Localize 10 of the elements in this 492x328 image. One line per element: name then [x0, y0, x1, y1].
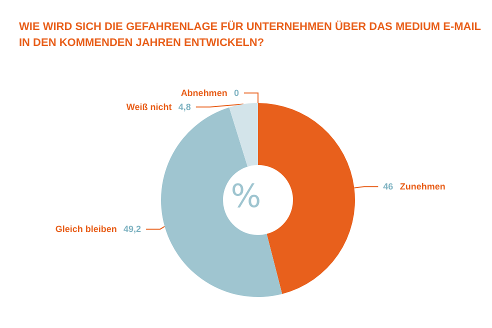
chart-title: WIE WIRD SICH DIE GEFAHRENLAGE FÜR UNTERNEHMEN ÜBER DAS MEDIUM E-MAIL IN DEN KOMMENDEN JAHREN ENTWICKELN?	[19, 20, 482, 49]
text: 0	[234, 88, 239, 98]
data-label: 4,8	[178, 102, 191, 112]
slice-label: Weiß nicht	[126, 102, 172, 112]
slice-label: Zunehmen	[400, 182, 446, 192]
slice-label: Gleich bleiben	[55, 224, 117, 234]
text: %	[230, 177, 262, 215]
data-label: 46	[383, 182, 394, 192]
data-label: 49,2	[124, 224, 142, 234]
legend-label: Abnehmen	[180, 88, 228, 98]
